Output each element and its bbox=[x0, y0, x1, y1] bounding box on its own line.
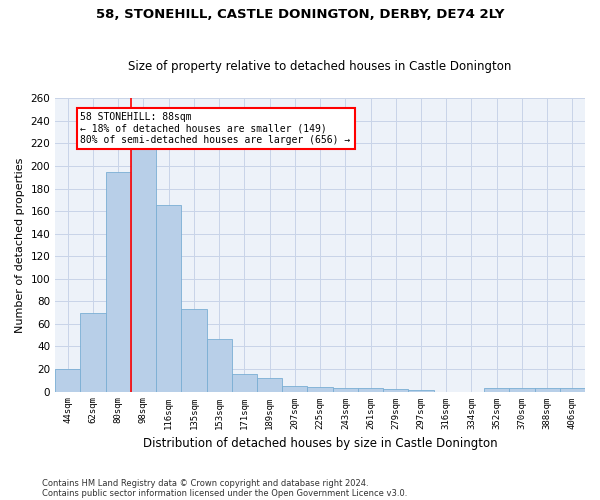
Bar bbox=[232, 374, 257, 392]
Bar bbox=[509, 388, 535, 392]
Text: 58 STONEHILL: 88sqm
← 18% of detached houses are smaller (149)
80% of semi-detac: 58 STONEHILL: 88sqm ← 18% of detached ho… bbox=[80, 112, 350, 145]
X-axis label: Distribution of detached houses by size in Castle Donington: Distribution of detached houses by size … bbox=[143, 437, 497, 450]
Text: 58, STONEHILL, CASTLE DONINGTON, DERBY, DE74 2LY: 58, STONEHILL, CASTLE DONINGTON, DERBY, … bbox=[96, 8, 504, 20]
Y-axis label: Number of detached properties: Number of detached properties bbox=[15, 157, 25, 332]
Text: Contains HM Land Registry data © Crown copyright and database right 2024.: Contains HM Land Registry data © Crown c… bbox=[42, 478, 368, 488]
Bar bbox=[106, 172, 131, 392]
Bar bbox=[484, 388, 509, 392]
Bar bbox=[535, 388, 560, 392]
Bar bbox=[55, 369, 80, 392]
Text: Contains public sector information licensed under the Open Government Licence v3: Contains public sector information licen… bbox=[42, 488, 407, 498]
Bar bbox=[409, 390, 434, 392]
Bar bbox=[358, 388, 383, 392]
Bar bbox=[131, 149, 156, 392]
Title: Size of property relative to detached houses in Castle Donington: Size of property relative to detached ho… bbox=[128, 60, 512, 74]
Bar bbox=[307, 387, 332, 392]
Bar bbox=[282, 386, 307, 392]
Bar bbox=[181, 309, 206, 392]
Bar bbox=[80, 312, 106, 392]
Bar bbox=[206, 338, 232, 392]
Bar bbox=[560, 388, 585, 392]
Bar bbox=[257, 378, 282, 392]
Bar bbox=[383, 390, 409, 392]
Bar bbox=[156, 206, 181, 392]
Bar bbox=[332, 388, 358, 392]
